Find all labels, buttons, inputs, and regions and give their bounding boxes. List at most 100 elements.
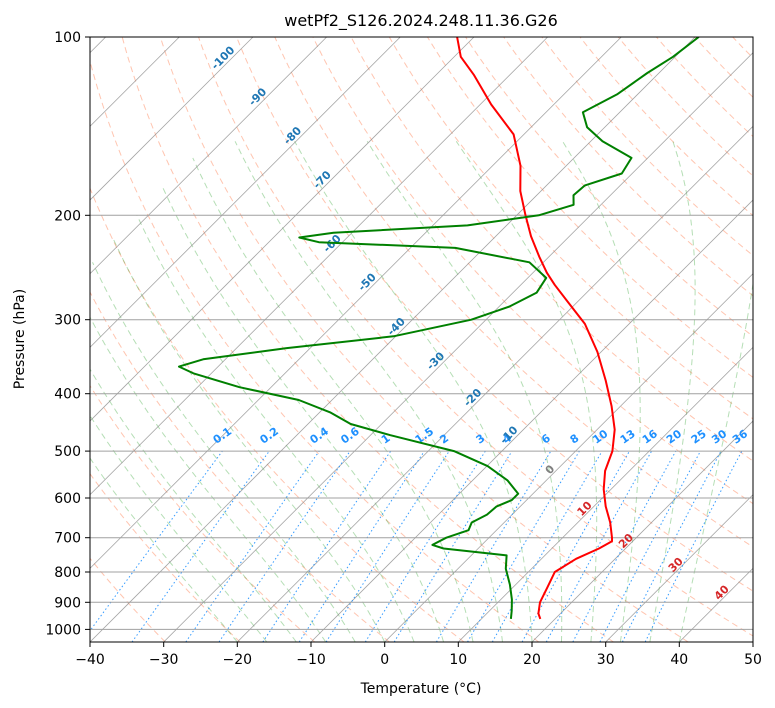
isotherm	[90, 37, 254, 201]
mixing-ratio-line	[599, 450, 701, 642]
moist-adiabat	[92, 262, 356, 642]
mixing-ratio-label: 6	[539, 431, 553, 446]
isotherm	[605, 494, 753, 642]
y-tick-label: 500	[54, 444, 81, 460]
x-tick-label: −20	[223, 652, 253, 668]
mixing-ratio-line	[131, 450, 270, 642]
dry-adiabat	[236, 37, 753, 592]
moist-adiabat	[90, 457, 238, 642]
dry-adiabat	[90, 59, 540, 642]
dry-adiabat	[541, 37, 753, 257]
adiabat-label: -10	[497, 423, 520, 446]
x-tick-label: 0	[380, 652, 389, 668]
x-tick-label: 10	[449, 652, 467, 668]
dry-adiabat	[90, 186, 465, 642]
y-tick-label: 800	[54, 565, 81, 581]
mixing-ratio-line	[491, 450, 603, 642]
x-tick-label: 50	[744, 652, 762, 668]
isotherm	[90, 37, 696, 642]
adiabat-label: -90	[246, 85, 269, 108]
adiabat-label: -80	[281, 124, 304, 147]
dewpoint-profile	[178, 37, 700, 619]
isotherm	[752, 641, 753, 642]
dry-adiabat	[694, 37, 753, 98]
y-tick-label: 400	[54, 387, 81, 403]
dry-adiabat	[90, 384, 316, 642]
isotherm	[531, 420, 753, 642]
mixing-ratio-line	[572, 450, 677, 642]
temperature-profile	[456, 37, 616, 620]
isotherm	[90, 37, 401, 348]
mixing-ratio-line	[435, 450, 552, 642]
dry-adiabat	[617, 37, 753, 177]
isotherm	[237, 125, 753, 642]
y-tick-label: 100	[54, 30, 81, 46]
dry-adiabat	[771, 37, 775, 642]
theta-label: 40	[712, 582, 732, 602]
moist-adiabat	[162, 187, 445, 642]
y-tick-label: 1000	[45, 622, 81, 638]
x-axis-label: Temperature (°C)	[360, 681, 482, 697]
dry-adiabat	[388, 37, 753, 420]
mixing-ratio-label: 25	[689, 427, 709, 446]
y-tick-label: 700	[54, 531, 81, 547]
x-tick-label: 20	[523, 652, 541, 668]
x-tick-label: 30	[597, 652, 615, 668]
plot-frame	[89, 36, 754, 643]
mixing-ratio-label: 13	[618, 427, 638, 446]
x-tick-label: −40	[75, 652, 105, 668]
dry-adiabat	[656, 37, 753, 138]
adiabat-label: -20	[461, 386, 484, 409]
dry-adiabat	[121, 37, 614, 642]
dry-adiabat	[465, 37, 753, 337]
mixing-ratio-label: 10	[590, 427, 610, 447]
dry-adiabat	[503, 37, 753, 297]
dry-adiabat	[732, 37, 753, 59]
isotherm	[310, 199, 753, 642]
mixing-ratio-line	[185, 450, 320, 642]
dry-adiabat	[274, 37, 753, 548]
mixing-ratio-line	[393, 450, 513, 642]
mixing-ratio-line	[467, 450, 580, 642]
mixing-ratio-label: 8	[568, 432, 582, 447]
dry-adiabat	[426, 37, 753, 378]
y-tick-label: 600	[54, 491, 81, 507]
mixing-ratio-line	[621, 450, 722, 642]
mixing-ratio-line	[90, 450, 223, 632]
y-tick-label: 300	[54, 313, 81, 329]
y-axis: 100 200 300 400 500 600 700 800 900 1000	[45, 30, 90, 638]
y-tick-label: 200	[54, 208, 81, 224]
mixing-ratio-line	[545, 450, 653, 642]
x-axis: −40 −30 −20 −10 0 10 20 30 40 50	[75, 642, 762, 668]
theta-label: 0	[543, 462, 558, 477]
y-axis-label: Pressure (hPa)	[12, 289, 28, 389]
profile-lines	[178, 37, 700, 620]
mixing-ratio-label: 20	[664, 427, 684, 447]
mixing-ratio-label: 0.6	[338, 425, 362, 447]
isotherm	[90, 37, 327, 275]
dry-adiabat	[350, 37, 753, 462]
moist-adiabat	[90, 414, 268, 642]
moist-adiabat	[90, 316, 327, 642]
moist-adiabat	[136, 215, 415, 642]
adiabat-label: -50	[356, 270, 379, 293]
dry-adiabat	[159, 37, 689, 642]
adiabat-label: -100	[209, 43, 238, 72]
grid	[90, 36, 753, 630]
mixing-ratio-label: 30	[709, 427, 729, 447]
y-tick-label: 900	[54, 595, 81, 611]
isotherm	[458, 346, 753, 642]
reference-lines	[90, 37, 775, 642]
isotherm	[384, 273, 753, 642]
mixing-ratio-line	[364, 450, 486, 642]
isotherm	[90, 37, 548, 496]
moist-adiabat	[192, 157, 474, 642]
x-tick-label: −10	[296, 652, 326, 668]
mixing-ratio-line	[218, 450, 351, 642]
isotherm	[163, 52, 753, 642]
dry-adiabat	[90, 472, 241, 642]
mixing-ratio-label: 36	[730, 427, 750, 447]
mixing-ratio-label: 0.4	[308, 425, 332, 447]
isotherm	[90, 37, 622, 569]
